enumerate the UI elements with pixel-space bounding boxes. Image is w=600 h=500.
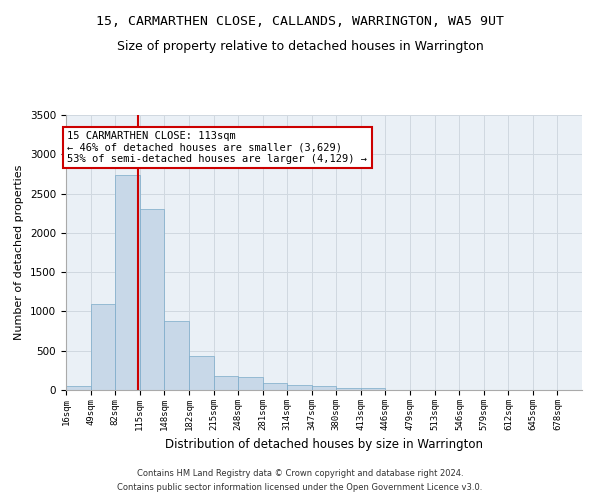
Text: Size of property relative to detached houses in Warrington: Size of property relative to detached ho… [116, 40, 484, 53]
Bar [312, 386, 336, 390]
Text: Contains public sector information licensed under the Open Government Licence v3: Contains public sector information licen… [118, 484, 482, 492]
Bar [66, 386, 91, 390]
Bar [214, 376, 238, 390]
Y-axis label: Number of detached properties: Number of detached properties [14, 165, 25, 340]
X-axis label: Distribution of detached houses by size in Warrington: Distribution of detached houses by size … [165, 438, 483, 451]
Bar [287, 385, 312, 390]
Bar [361, 388, 385, 390]
Bar [164, 321, 188, 390]
Bar [336, 388, 361, 390]
Bar [115, 176, 140, 390]
Text: Contains HM Land Registry data © Crown copyright and database right 2024.: Contains HM Land Registry data © Crown c… [137, 468, 463, 477]
Text: 15 CARMARTHEN CLOSE: 113sqm
← 46% of detached houses are smaller (3,629)
53% of : 15 CARMARTHEN CLOSE: 113sqm ← 46% of det… [67, 130, 367, 164]
Bar [140, 210, 164, 390]
Bar [189, 356, 214, 390]
Bar [91, 304, 115, 390]
Bar [238, 377, 263, 390]
Text: 15, CARMARTHEN CLOSE, CALLANDS, WARRINGTON, WA5 9UT: 15, CARMARTHEN CLOSE, CALLANDS, WARRINGT… [96, 15, 504, 28]
Bar [263, 382, 287, 390]
